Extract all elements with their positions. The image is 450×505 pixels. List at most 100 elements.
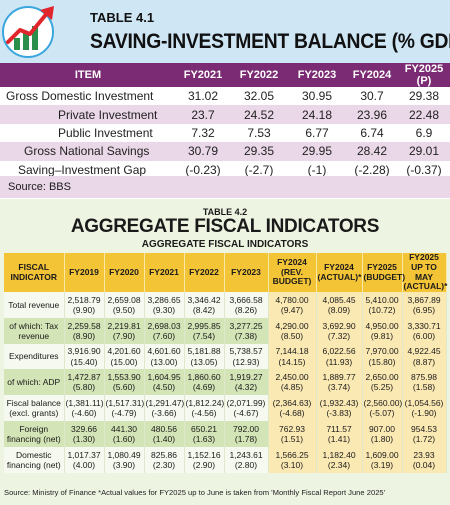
cell-gdp-share: (9.50): [112, 304, 136, 315]
cell-gdp-share: (1.30): [72, 433, 96, 444]
cell: 4,290.00 (8.50): [268, 317, 317, 344]
cell: 1,152.16 (2.90): [184, 446, 225, 473]
cell-value: 3,867.89: [407, 294, 441, 305]
col-header-fy2022: FY2022: [230, 63, 288, 87]
cell-gdp-share: (9.47): [280, 304, 304, 315]
cell-value: 3,330.71: [407, 320, 441, 331]
cell-gdp-share: (5.80): [72, 382, 96, 393]
cell-value: 4,201.60: [107, 346, 141, 357]
cell: 4,601.60 (13.00): [144, 343, 185, 370]
cell: 4,950.00 (9.81): [362, 317, 403, 344]
cell-gdp-share: (10.72): [368, 304, 396, 315]
row-label: Foreign financing (net): [4, 421, 65, 447]
row-label: Gross National Savings: [0, 142, 176, 161]
cell-value: (1,054.56): [404, 397, 444, 408]
cell-value: 7,144.18: [275, 346, 309, 357]
table-row: Saving–Investment Gap (-0.23) (-2.7) (-1…: [0, 160, 450, 179]
cell-value: 1,472.87: [67, 372, 101, 383]
cell: 1,472.87 (5.80): [64, 369, 105, 396]
cell-gdp-share: (9.30): [152, 304, 176, 315]
cell-gdp-share: (1.80): [370, 433, 394, 444]
cell: 4,201.60 (15.00): [104, 343, 145, 370]
cell-value: 3,692.90: [322, 320, 356, 331]
cell: 329.66 (1.30): [64, 421, 105, 447]
cell-gdp-share: (12.93): [232, 356, 260, 367]
cell: (-2.28): [346, 160, 398, 179]
cell-gdp-share: (14.15): [278, 356, 306, 367]
cell-gdp-share: (2.90): [192, 459, 216, 470]
cell: 5,181.88 (13.05): [184, 343, 225, 370]
cell: 3,346.42 (8.42): [184, 292, 225, 318]
cell-value: 5,738.57: [229, 346, 263, 357]
cell: 5,410.00 (10.72): [362, 292, 403, 318]
cell-value: 1,152.16: [187, 449, 221, 460]
col-header-fy2021: FY2021: [176, 63, 230, 87]
cell: (1,054.56) (-1.90): [402, 395, 447, 422]
cell: 30.79: [176, 142, 230, 161]
cell-value: 23.93: [413, 449, 435, 460]
cell-value: 441.30: [111, 423, 137, 434]
cell-gdp-share: (4.69): [192, 382, 216, 393]
cell: (2,560.00) (-5.07): [362, 395, 403, 422]
cell-value: 954.53: [411, 423, 437, 434]
cell-value: (2,364.63): [272, 397, 312, 408]
col-header-fy2025-budget: FY2025 (BUDGET): [362, 253, 405, 293]
cell-gdp-share: (15.00): [110, 356, 138, 367]
cell-gdp-share: (-3.83): [326, 408, 352, 419]
cell-value: 762.93: [279, 423, 305, 434]
cell-gdp-share: (2.30): [152, 459, 176, 470]
cell-value: 480.56: [151, 423, 177, 434]
table-row: Expenditures 3,916.90 (15.40) 4,201.60 (15.0…: [4, 343, 447, 370]
col-header-fy2023: FY2023: [288, 63, 346, 87]
cell: 3,666.58 (8.26): [224, 292, 269, 318]
cell-value: 3,916.90: [67, 346, 101, 357]
cell-value: 5,181.88: [187, 346, 221, 357]
cell: 825.86 (2.30): [144, 446, 185, 473]
cell-gdp-share: (3.19): [370, 459, 394, 470]
cell: 1,919.27 (4.32): [224, 369, 269, 396]
cell-value: 4,950.00: [365, 320, 399, 331]
table-row: of which: Tax revenue 2,259.58 (8.90) 2,219…: [4, 317, 447, 344]
cell: 792.00 (1.78): [224, 421, 269, 447]
cell-value: 2,995.85: [187, 320, 221, 331]
cell: 2,698.03 (7.60): [144, 317, 185, 344]
row-label: Saving–Investment Gap: [0, 160, 176, 179]
cell: 29.01: [398, 142, 450, 161]
cell: 29.35: [230, 142, 288, 161]
cell-value: 2,219.81: [107, 320, 141, 331]
table-row: Domestic financing (net) 1,017.37 (4.00) 1,…: [4, 446, 447, 473]
fiscal-indicators-panel: TABLE 4.2 AGGREGATE FISCAL INDICATORS AG…: [0, 199, 450, 505]
cell: 29.95: [288, 142, 346, 161]
cell: 24.18: [288, 105, 346, 124]
growth-chart-arrow-icon: [2, 6, 54, 58]
cell-gdp-share: (0.04): [412, 459, 436, 470]
cell: 2,259.58 (8.90): [64, 317, 105, 344]
cell-value: (1,812.24): [185, 397, 225, 408]
cell-gdp-share: (-3.66): [151, 408, 177, 419]
cell-gdp-share: (1.72): [412, 433, 436, 444]
cell-value: (2,560.00): [363, 397, 403, 408]
cell: 1,604.95 (4.50): [144, 369, 185, 396]
cell: 762.93 (1.51): [268, 421, 317, 447]
col-header-fy2021: FY2021: [144, 253, 185, 293]
cell: 29.38: [398, 87, 450, 106]
cell: 2,995.85 (7.54): [184, 317, 225, 344]
cell: 3,330.71 (6.00): [402, 317, 447, 344]
cell-value: 650.21: [191, 423, 217, 434]
table1-title-bar: TABLE 4.1 SAVING-INVESTMENT BALANCE (% G…: [0, 0, 450, 63]
cell: (1,812.24) (-4.56): [184, 395, 225, 422]
table2-header-row: FISCAL INDICATOR FY2019 FY2020 FY2021 FY…: [4, 252, 447, 293]
cell: 480.56 (1.40): [144, 421, 185, 447]
cell-value: (1,932.43): [319, 397, 359, 408]
cell: 1,243.61 (2.80): [224, 446, 269, 473]
cell: 3,692.90 (7.32): [316, 317, 363, 344]
cell: 3,286.65 (9.30): [144, 292, 185, 318]
cell-value: 4,922.45: [407, 346, 441, 357]
cell: 4,922.45 (8.87): [402, 343, 447, 370]
cell-gdp-share: (-4.56): [191, 408, 217, 419]
cell: (1,381.11) (-4.60): [64, 395, 105, 422]
cell: (-2.7): [230, 160, 288, 179]
table-row: of which: ADP 1,472.87 (5.80) 1,553.90 (5.60…: [4, 369, 447, 396]
cell-gdp-share: (4.32): [234, 382, 258, 393]
cell: 5,738.57 (12.93): [224, 343, 269, 370]
